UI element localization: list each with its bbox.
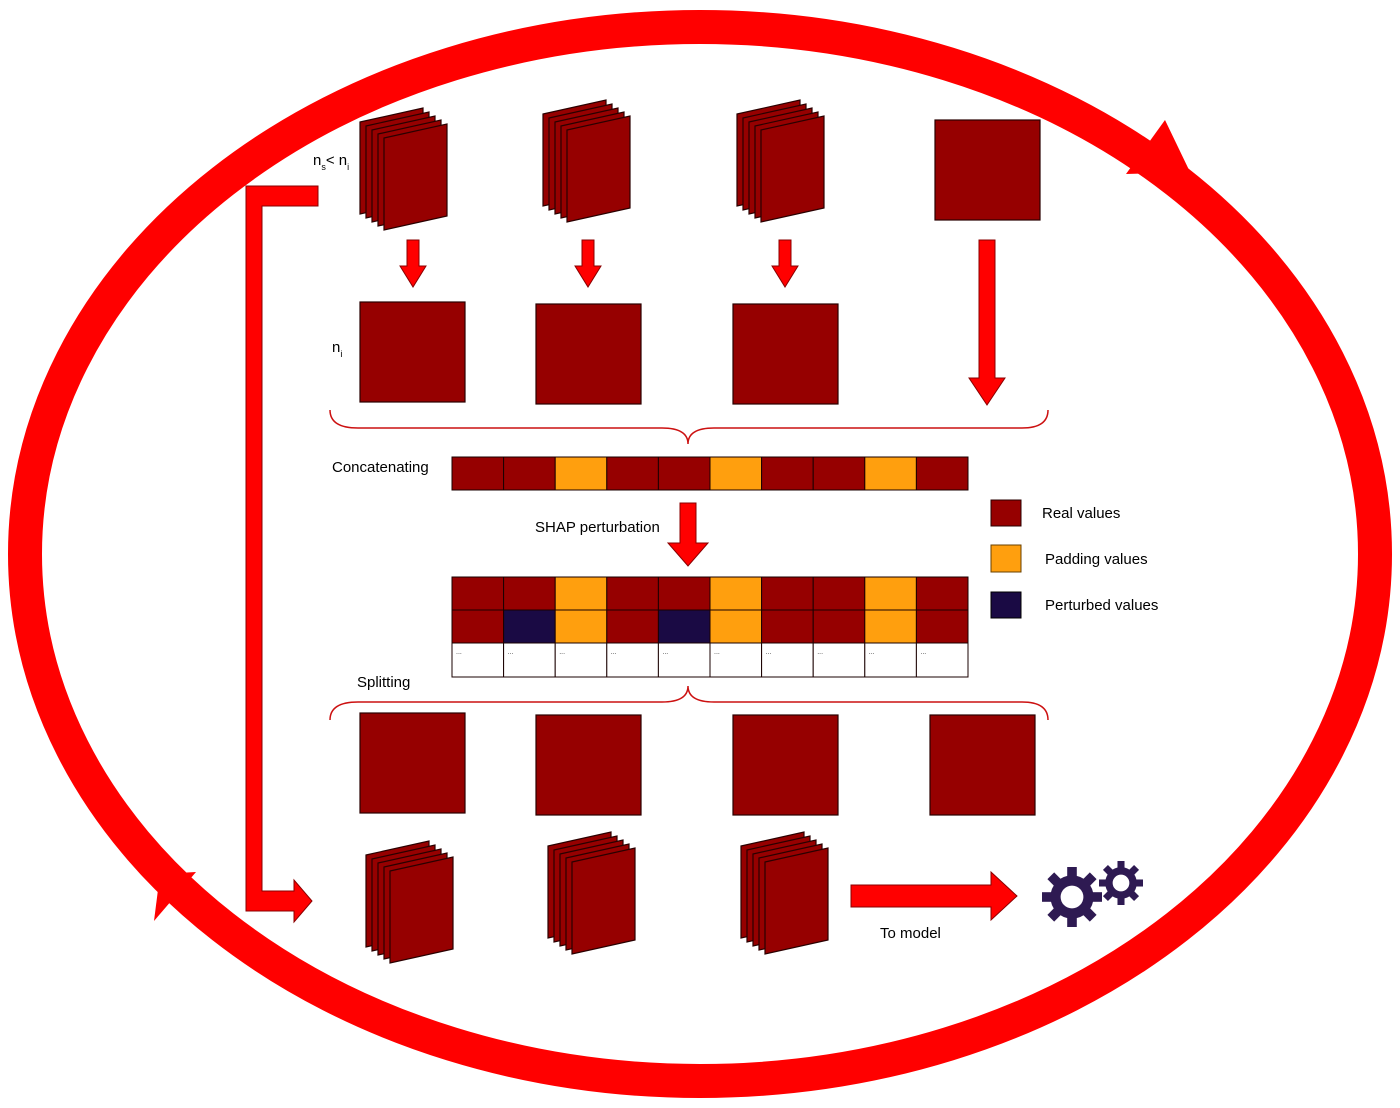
cycle-arrowhead-top-right <box>1126 120 1190 174</box>
split-square-4 <box>929 714 1036 816</box>
concatenating-label: Concatenating <box>332 459 429 476</box>
perturb-cell-real <box>451 576 505 611</box>
ellipsis-text: ... <box>869 649 875 656</box>
ellipsis-text: ... <box>508 649 514 656</box>
concat-cell-real <box>451 456 505 491</box>
ellipsis-cell <box>606 642 659 678</box>
ellipsis-cell <box>657 642 711 678</box>
perturb-cell-real <box>915 576 969 611</box>
reduced-square-1 <box>359 301 466 403</box>
perturb-cell-real <box>761 576 814 611</box>
perturb-cell-real <box>503 576 556 611</box>
perturb-cell-padding <box>709 609 763 644</box>
reduced-square-3 <box>732 303 839 405</box>
legend-swatch-perturbed <box>990 591 1022 619</box>
perturb-cell-padding <box>709 576 763 611</box>
output-stack-2 <box>547 831 636 955</box>
input-stack-2 <box>542 99 631 223</box>
perturb-cell-padding <box>554 576 608 611</box>
ellipsis-text: ... <box>714 649 720 656</box>
perturb-cell-padding <box>864 576 917 611</box>
perturb-cell-perturbed <box>503 609 556 644</box>
perturb-cell-real <box>761 609 814 644</box>
down-arrow-3 <box>771 239 799 288</box>
ellipsis-cell <box>503 642 556 678</box>
split-square-1 <box>359 712 466 814</box>
perturb-cell-real <box>606 609 659 644</box>
ellipsis-text: ... <box>456 649 462 656</box>
ns-less-than-ni-label: ns< ni <box>313 152 349 172</box>
concat-cell-real <box>761 456 814 491</box>
perturb-cell-padding <box>554 609 608 644</box>
split-brace <box>329 685 1049 721</box>
legend-swatch-padding <box>990 544 1022 573</box>
ellipsis-text: ... <box>662 649 668 656</box>
concat-cell-real <box>915 456 969 491</box>
concatenate-brace <box>329 409 1049 445</box>
cycle-loop <box>8 10 1392 1098</box>
ellipsis-text: ... <box>766 649 772 656</box>
ellipsis-cell <box>709 642 763 678</box>
split-square-3 <box>732 714 839 816</box>
down-arrow-1 <box>399 239 427 288</box>
shap-perturbation-label: SHAP perturbation <box>535 519 660 536</box>
legend-label-real: Real values <box>1042 505 1120 522</box>
concat-cell-real <box>657 456 711 491</box>
feedback-arrow <box>245 185 319 924</box>
to-model-arrow <box>850 870 1018 922</box>
ni-label: ni <box>332 339 342 359</box>
to-model-label: To model <box>880 925 941 942</box>
output-stack-3 <box>740 831 829 955</box>
perturb-cell-perturbed <box>657 609 711 644</box>
concat-cell-real <box>503 456 556 491</box>
legend-label-perturbed: Perturbed values <box>1045 597 1158 614</box>
perturb-cell-real <box>606 576 659 611</box>
perturb-cell-real <box>812 609 866 644</box>
down-arrow-4-long <box>968 239 1006 406</box>
concat-cell-real <box>606 456 659 491</box>
cycle-arrowhead-bottom-left <box>154 872 196 921</box>
perturb-cell-padding <box>864 609 917 644</box>
ellipsis-text: ... <box>611 649 617 656</box>
perturbation-matrix: .............................. <box>451 576 969 678</box>
perturb-cell-real <box>657 576 711 611</box>
concat-cell-padding <box>864 456 917 491</box>
ellipsis-text: ... <box>817 649 823 656</box>
ellipsis-cell <box>915 642 969 678</box>
down-arrow-2 <box>574 239 602 288</box>
ellipsis-cell <box>761 642 814 678</box>
ellipsis-text: ... <box>559 649 565 656</box>
legend: Real values Padding values Perturbed val… <box>990 499 1158 619</box>
concat-cell-padding <box>554 456 608 491</box>
concat-cell-real <box>812 456 866 491</box>
legend-label-padding: Padding values <box>1045 551 1148 568</box>
perturb-cell-real <box>451 609 505 644</box>
shap-down-arrow <box>666 502 710 567</box>
concat-cell-padding <box>709 456 763 491</box>
ellipsis-cell <box>554 642 608 678</box>
output-stack-1 <box>365 840 454 964</box>
split-square-2 <box>535 714 642 816</box>
perturb-cell-real <box>915 609 969 644</box>
legend-swatch-real <box>990 499 1022 527</box>
model-gear-icon <box>1042 861 1143 927</box>
input-square-4 <box>934 119 1041 221</box>
reduced-square-2 <box>535 303 642 405</box>
ellipsis-text: ... <box>920 649 926 656</box>
perturb-cell-real <box>812 576 866 611</box>
input-stack-1 <box>359 107 448 231</box>
splitting-label: Splitting <box>357 674 410 691</box>
input-stack-3 <box>736 99 825 223</box>
concatenated-row <box>451 456 969 491</box>
